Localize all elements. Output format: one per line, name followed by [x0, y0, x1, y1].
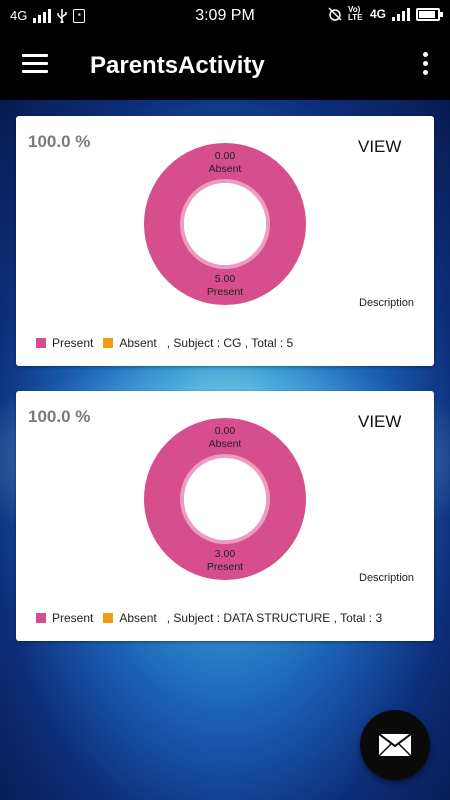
- absent-swatch: [103, 338, 114, 348]
- attendance-percentage: 100.0 %: [28, 407, 91, 426]
- view-button[interactable]: VIEW: [358, 412, 402, 431]
- network-type-right: 4G: [369, 7, 386, 21]
- status-bar: 4G ▪ 3:09 PM Vo) LTE 4G: [0, 0, 450, 32]
- absent-slice-label: 0.00 Absent: [185, 150, 265, 176]
- legend-absent: Absent: [119, 336, 157, 350]
- content-area: 100.0 % VIEW 0.00 Absent 5.00 Present De…: [0, 100, 450, 800]
- donut-inner-ring: [180, 179, 270, 269]
- absent-swatch: [103, 613, 114, 623]
- view-button[interactable]: VIEW: [358, 137, 402, 156]
- donut-inner-ring: [180, 454, 270, 544]
- attendance-percentage: 100.0 %: [28, 132, 91, 151]
- chart-legend: Present Absent , Subject : CG , Total : …: [36, 336, 293, 350]
- volte-indicator: Vo) LTE: [347, 5, 363, 22]
- absent-value: 0.00: [214, 425, 236, 437]
- present-slice: [144, 418, 306, 580]
- donut-hole: [184, 183, 266, 265]
- absent-slice-label: 0.00 Absent: [185, 425, 265, 451]
- menu-icon[interactable]: [22, 54, 48, 74]
- description-label: Description: [359, 297, 415, 309]
- attendance-card-1[interactable]: 100.0 % VIEW 0.00 Absent 5.00 Present De…: [16, 116, 434, 366]
- status-right: Vo) LTE 4G: [328, 5, 443, 22]
- notification-app-icon: ▪: [73, 8, 86, 23]
- attendance-donut-chart: [144, 418, 306, 580]
- description-label: Description: [359, 572, 415, 584]
- present-label: Present: [206, 286, 244, 298]
- present-slice-label: 3.00 Present: [185, 548, 265, 574]
- absent-label: Absent: [208, 163, 242, 175]
- message-fab-button[interactable]: [360, 710, 430, 780]
- present-swatch: [36, 338, 46, 348]
- attendance-donut-chart: [144, 143, 306, 305]
- absent-label: Absent: [208, 438, 242, 450]
- status-left: 4G ▪: [10, 8, 86, 23]
- legend-absent: Absent: [119, 611, 157, 625]
- mail-icon: [379, 734, 411, 756]
- present-swatch: [36, 613, 46, 623]
- alarm-off-icon: [328, 7, 342, 21]
- present-slice: [144, 143, 306, 305]
- present-label: Present: [206, 561, 244, 573]
- present-value: 5.00: [214, 273, 236, 285]
- attendance-card-2[interactable]: 100.0 % VIEW 0.00 Absent 3.00 Present De…: [16, 391, 434, 641]
- subject-total-text: , Subject : DATA STRUCTURE , Total : 3: [166, 611, 383, 625]
- present-slice-label: 5.00 Present: [185, 273, 265, 299]
- signal-strength-icon: [33, 8, 52, 23]
- legend-present: Present: [52, 611, 94, 625]
- app-bar: ParentsActivity: [0, 32, 450, 100]
- absent-value: 0.00: [214, 150, 236, 162]
- usb-icon: [57, 8, 68, 23]
- signal-strength-icon-2: [392, 7, 410, 21]
- donut-hole: [184, 458, 266, 540]
- app-title: ParentsActivity: [90, 52, 265, 79]
- chart-legend: Present Absent , Subject : DATA STRUCTUR…: [36, 611, 382, 625]
- network-type-left: 4G: [10, 8, 28, 23]
- more-options-icon[interactable]: [420, 52, 430, 80]
- subject-total-text: , Subject : CG , Total : 5: [166, 336, 294, 350]
- battery-icon: [416, 7, 443, 21]
- status-time: 3:09 PM: [195, 7, 255, 24]
- present-value: 3.00: [214, 548, 236, 560]
- legend-present: Present: [52, 336, 94, 350]
